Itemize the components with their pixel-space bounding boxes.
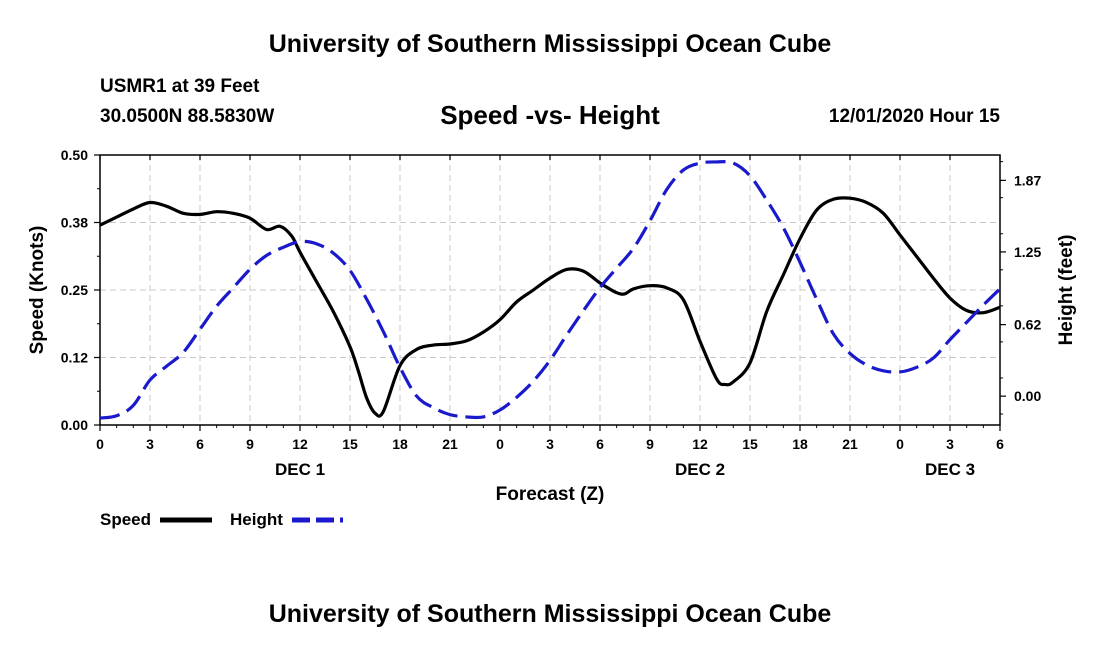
series-line-height: [99, 160, 1002, 420]
station-label: USMR1 at 39 Feet: [100, 76, 260, 97]
chart-title: Speed -vs- Height: [440, 100, 660, 130]
day-label: DEC 3: [925, 460, 975, 479]
forecast-datetime: 12/01/2020 Hour 15: [828, 106, 1000, 127]
x-axis-title: Forecast (Z): [496, 484, 605, 505]
y2-tick-label: 1.25: [1014, 244, 1041, 260]
y2-tick-label: 0.00: [1014, 388, 1041, 404]
footer-title: University of Southern Mississippi Ocean…: [268, 600, 832, 628]
legend: Speed Height: [100, 510, 343, 529]
series-lines: [99, 160, 1002, 420]
y-tick-label: 0.12: [61, 350, 88, 366]
legend-label-height: Height: [230, 510, 283, 529]
x-tick-label: 3: [546, 436, 554, 452]
y-tick-label: 0.50: [61, 147, 88, 163]
y2-tick-label: 0.62: [1014, 317, 1041, 333]
x-tick-label: 0: [896, 436, 904, 452]
station-coordinates: 30.0500N 88.5830W: [100, 106, 275, 127]
day-label: DEC 1: [275, 460, 325, 479]
x-tick-label: 0: [96, 436, 104, 452]
y2-tick-label: 1.87: [1014, 172, 1041, 188]
x-tick-label: 6: [196, 436, 204, 452]
grid-lines: [100, 155, 1000, 425]
x-tick-label: 12: [692, 436, 708, 452]
legend-label-speed: Speed: [100, 510, 151, 529]
x-tick-label: 9: [246, 436, 254, 452]
page-title: University of Southern Mississippi Ocean…: [268, 30, 832, 58]
series-line-speed: [99, 196, 1001, 418]
x-tick-label: 18: [792, 436, 808, 452]
y-axis-title: Speed (Knots): [27, 226, 48, 355]
x-tick-label: 18: [392, 436, 408, 452]
x-tick-label: 3: [946, 436, 954, 452]
x-tick-label: 21: [442, 436, 458, 452]
day-label: DEC 2: [675, 460, 725, 479]
x-tick-label: 12: [292, 436, 308, 452]
axes: [94, 154, 1006, 431]
x-tick-label: 3: [146, 436, 154, 452]
x-tick-label: 9: [646, 436, 654, 452]
axis-labels: 0 3 6 9 12 15 18 21 0 3 6 9 12 15 18 21 0 3 6 DEC 1 DEC 2 DEC…: [27, 147, 1077, 505]
y-tick-label: 0.00: [61, 417, 88, 433]
x-tick-label: 6: [596, 436, 604, 452]
x-tick-label: 21: [842, 436, 858, 452]
y-tick-label: 0.25: [61, 282, 88, 298]
x-tick-label: 0: [496, 436, 504, 452]
x-tick-label: 6: [996, 436, 1004, 452]
x-tick-label: 15: [742, 436, 758, 452]
y-tick-label: 0.38: [61, 215, 88, 231]
y2-axis-title: Height (feet): [1056, 235, 1077, 346]
x-tick-label: 15: [342, 436, 358, 452]
